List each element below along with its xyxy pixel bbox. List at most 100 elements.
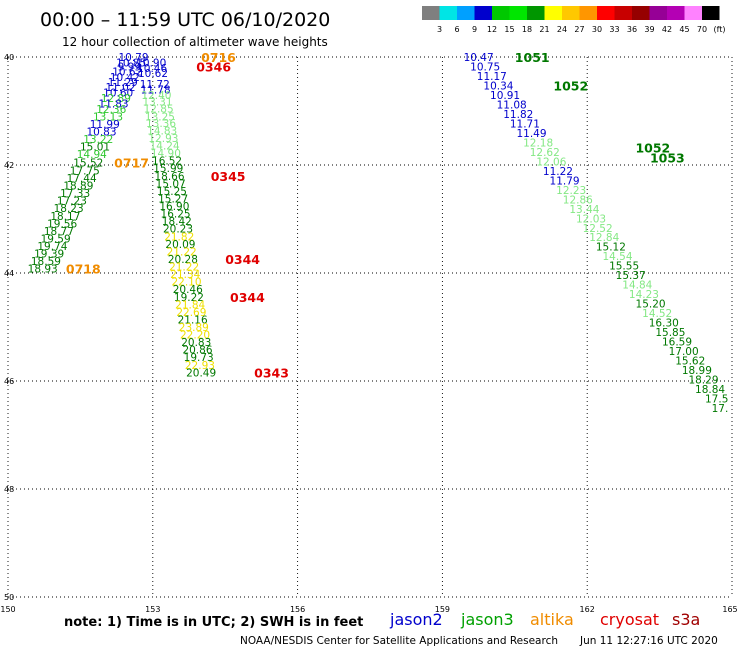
colorbar-swatch bbox=[439, 6, 457, 20]
colorbar-swatch bbox=[702, 6, 720, 20]
pass-time-label: 1053 bbox=[650, 150, 685, 165]
swh-value: 21.22 bbox=[167, 246, 197, 258]
lon-tick: 159 bbox=[435, 605, 450, 614]
pass-time-label: 0345 bbox=[211, 169, 246, 184]
swh-value: 11.99 bbox=[90, 119, 120, 131]
swh-value: 13.25 bbox=[145, 111, 175, 123]
swh-value: 14.23 bbox=[629, 289, 659, 301]
swh-value: 14.90 bbox=[151, 148, 181, 160]
swh-value: 17.00 bbox=[669, 346, 699, 358]
lat-tick: 46 bbox=[4, 377, 14, 386]
swh-value: 14.83 bbox=[147, 125, 177, 137]
swh-value: 11.49 bbox=[516, 128, 546, 140]
swh-value: 21.82 bbox=[164, 231, 194, 243]
swh-value: 19.73 bbox=[184, 352, 214, 364]
colorbar-label: 9 bbox=[472, 25, 477, 34]
swh-value: 12.84 bbox=[589, 232, 619, 244]
colorbar-label: 30 bbox=[592, 25, 602, 34]
map-title: 00:00 – 11:59 UTC 06/10/2020 bbox=[40, 9, 330, 31]
swh-value: 20.28 bbox=[168, 254, 198, 266]
satellite-legend-altika: altika bbox=[530, 610, 574, 629]
swh-value: 10.85 bbox=[116, 57, 146, 69]
swh-value: 15.07 bbox=[156, 178, 186, 190]
swh-value: 14.54 bbox=[602, 251, 632, 263]
swh-value: 10.90 bbox=[136, 57, 166, 69]
colorbar-label: 70 bbox=[697, 25, 707, 34]
lat-tick: 48 bbox=[4, 485, 14, 494]
swh-value: 12.18 bbox=[523, 137, 553, 149]
colorbar-label: 21 bbox=[539, 25, 549, 34]
colorbar-label: 33 bbox=[609, 25, 619, 34]
pass-time-label: 1051 bbox=[515, 50, 550, 65]
swh-value: 10.79 bbox=[118, 52, 148, 64]
swh-value: 18.29 bbox=[688, 375, 718, 387]
swh-value: 18.66 bbox=[154, 171, 184, 183]
colorbar-swatch bbox=[684, 6, 702, 20]
swh-value: 11.82 bbox=[503, 109, 533, 121]
swh-value: 16.90 bbox=[159, 201, 189, 213]
swh-value: 13.44 bbox=[569, 204, 599, 216]
swh-value: 19.59 bbox=[41, 233, 71, 245]
swh-value: 15.99 bbox=[153, 163, 183, 175]
lat-tick: 40 bbox=[4, 53, 14, 62]
swh-value: 17.5 bbox=[705, 394, 728, 406]
swh-value: 17. bbox=[712, 403, 729, 415]
pass-time-label: 0343 bbox=[254, 365, 289, 380]
swh-value: 13.36 bbox=[146, 118, 176, 130]
pass-time-label: 0716 bbox=[201, 50, 236, 65]
swh-tracks: 10.7910.859.9910.6210.4211.2911.0210.601… bbox=[28, 52, 729, 415]
colorbar-swatch bbox=[597, 6, 615, 20]
swh-value: 18.59 bbox=[31, 256, 61, 268]
swh-value: 14.84 bbox=[622, 280, 652, 292]
swh-value: 19.56 bbox=[47, 218, 77, 230]
colorbar-label: 42 bbox=[662, 25, 672, 34]
colorbar-swatch bbox=[544, 6, 562, 20]
colorbar-swatch bbox=[492, 6, 510, 20]
swh-value: 20.46 bbox=[173, 284, 203, 296]
axis-ticks: 40 42 44 46 48 50 150 153 156 159 162 165 bbox=[0, 53, 737, 614]
pass-time-label: 1052 bbox=[635, 141, 670, 156]
swh-value: 17.75 bbox=[70, 165, 100, 177]
swh-value: 16.52 bbox=[152, 156, 182, 168]
swh-value: 15.01 bbox=[80, 142, 110, 154]
lon-tick: 165 bbox=[722, 605, 737, 614]
swh-value: 21.84 bbox=[175, 299, 205, 311]
colorbar-label: 24 bbox=[557, 25, 567, 34]
lon-tick: 162 bbox=[580, 605, 595, 614]
swh-value: 23.89 bbox=[179, 322, 209, 334]
swh-value: 10.83 bbox=[86, 127, 116, 139]
swh-value: 12.93 bbox=[148, 133, 178, 145]
swh-value: 15.12 bbox=[596, 242, 626, 254]
lon-tick: 156 bbox=[290, 605, 305, 614]
colorbar-swatch bbox=[562, 6, 580, 20]
swh-value: 20.49 bbox=[186, 367, 216, 379]
swh-value: 16.59 bbox=[662, 337, 692, 349]
swh-value: 18.84 bbox=[695, 384, 725, 396]
swh-value: 21.34 bbox=[170, 269, 200, 281]
swh-value: 12.89 bbox=[101, 93, 131, 105]
swh-value: 11.08 bbox=[497, 99, 527, 111]
satellite-legend-jason3: jason3 bbox=[460, 610, 514, 629]
swh-value: 13.13 bbox=[93, 111, 123, 123]
swh-value: 22.93 bbox=[185, 360, 215, 372]
swh-value: 15.20 bbox=[636, 299, 666, 311]
pass-time-label: 0346 bbox=[196, 60, 231, 75]
swh-value: 15.27 bbox=[158, 193, 188, 205]
lat-tick: 44 bbox=[4, 269, 14, 278]
satellite-legend-jason2: jason2 bbox=[389, 610, 443, 629]
swh-value: 12.62 bbox=[530, 147, 560, 159]
colorbar-swatch bbox=[457, 6, 475, 20]
swh-value: 18.77 bbox=[44, 226, 74, 238]
swh-value: 11.02 bbox=[105, 82, 135, 94]
swh-value: 18.93 bbox=[28, 264, 58, 276]
swh-value: 9.99 bbox=[118, 62, 141, 74]
swh-value: 11.79 bbox=[550, 175, 580, 187]
swh-value: 10.60 bbox=[103, 88, 133, 100]
swh-value: 18.17 bbox=[50, 211, 80, 223]
swh-value: 11.71 bbox=[510, 118, 540, 130]
colorbar-swatch bbox=[509, 6, 527, 20]
swh-value: 18.89 bbox=[63, 181, 93, 193]
swh-value: 10.34 bbox=[483, 80, 513, 92]
swh-value: 18.23 bbox=[54, 203, 84, 215]
